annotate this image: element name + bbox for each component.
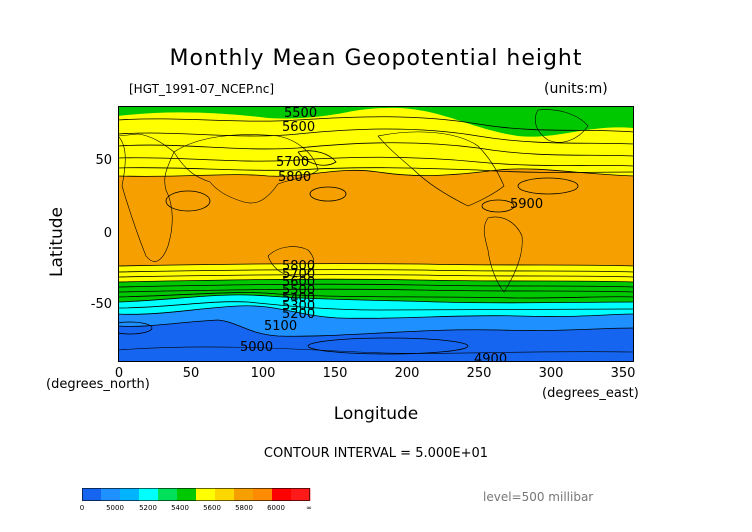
contour-label: 4900 xyxy=(474,352,507,362)
contour-label: 5400 xyxy=(282,291,315,306)
level-label: level=500 millibar xyxy=(483,490,594,504)
x-tick-label: 200 xyxy=(394,366,420,381)
coastlines xyxy=(118,109,634,354)
plot-title: Monthly Mean Geopotential height xyxy=(169,46,583,71)
y-tick-label: 50 xyxy=(95,153,112,168)
colorbar-cell xyxy=(139,488,159,501)
contour-lines xyxy=(118,116,634,355)
colorbar-cell xyxy=(253,488,273,501)
colorbar-label: 6000 xyxy=(267,504,285,512)
x-tick-label: 0 xyxy=(114,366,124,381)
y-axis-unit: (degrees_north) xyxy=(46,377,150,392)
contour-label: 5900 xyxy=(510,197,543,212)
north-america-coast xyxy=(377,131,505,207)
contour-label: 5000 xyxy=(240,340,273,355)
contour-label: 5800 xyxy=(278,170,311,185)
colorbar-label: 5200 xyxy=(139,504,157,512)
x-tick-label: 100 xyxy=(250,366,276,381)
x-tick-label: 350 xyxy=(610,366,636,381)
y-tick-label: -50 xyxy=(90,297,112,312)
contour-label: 5500 xyxy=(282,283,315,298)
colorbar-label: ∞ xyxy=(306,504,312,512)
x-tick-label: 50 xyxy=(182,366,200,381)
colorbar-label: 0 xyxy=(79,504,85,512)
greenland-coast xyxy=(535,109,589,143)
colorbar-label: 5400 xyxy=(171,504,189,512)
contour-value-labels: 5500 5600 5700 5800 5900 5800 5700 5600 … xyxy=(240,106,543,362)
australia-coast xyxy=(267,246,314,277)
europe-africa-coast xyxy=(118,133,175,262)
x-tick-label: 150 xyxy=(322,366,348,381)
x-axis-label: Longitude xyxy=(333,404,419,424)
x-tick-label: 250 xyxy=(466,366,492,381)
colorbar-cell xyxy=(101,488,121,501)
contour-label: 5700 xyxy=(282,267,315,282)
colorbar-label: 5800 xyxy=(235,504,253,512)
colorbar xyxy=(82,488,311,501)
colorbar-cell xyxy=(120,488,140,501)
x-tick-label: 300 xyxy=(538,366,564,381)
colorbar-cell xyxy=(215,488,235,501)
contour-label: 5600 xyxy=(282,275,315,290)
colorbar-cell xyxy=(234,488,254,501)
contour-label: 5200 xyxy=(282,307,315,322)
south-america-coast xyxy=(483,216,523,293)
contour-label: 5100 xyxy=(264,319,297,334)
contour-label: 5700 xyxy=(276,155,309,170)
color-bands xyxy=(118,106,634,362)
units-label: (units:m) xyxy=(544,81,608,97)
antarctica-coast xyxy=(118,346,634,354)
colorbar-cell xyxy=(177,488,197,501)
colorbar-cell xyxy=(82,488,102,501)
asia-coast xyxy=(173,134,319,204)
colorbar-cell xyxy=(196,488,216,501)
contour-label: 5800 xyxy=(282,259,315,274)
y-axis-label: Latitude xyxy=(46,207,67,277)
colorbar-cell xyxy=(158,488,178,501)
colorbar-cell xyxy=(272,488,292,501)
y-tick-label: 0 xyxy=(103,226,112,241)
map-frame xyxy=(118,106,634,362)
contour-label: 5300 xyxy=(282,299,315,314)
x-axis-unit: (degrees_east) xyxy=(542,386,639,401)
contour-label: 5600 xyxy=(282,120,315,135)
contour-interval: CONTOUR INTERVAL = 5.000E+01 xyxy=(263,446,489,461)
contour-label: 5500 xyxy=(284,106,317,121)
file-label: [HGT_1991-07_NCEP.nc] xyxy=(129,82,275,96)
geopotential-map: 5500 5600 5700 5800 5900 5800 5700 5600 … xyxy=(118,106,634,362)
colorbar-label: 5600 xyxy=(203,504,221,512)
colorbar-cell xyxy=(291,488,311,501)
colorbar-label: 5000 xyxy=(106,504,124,512)
band-5400-5600-north xyxy=(118,106,634,137)
